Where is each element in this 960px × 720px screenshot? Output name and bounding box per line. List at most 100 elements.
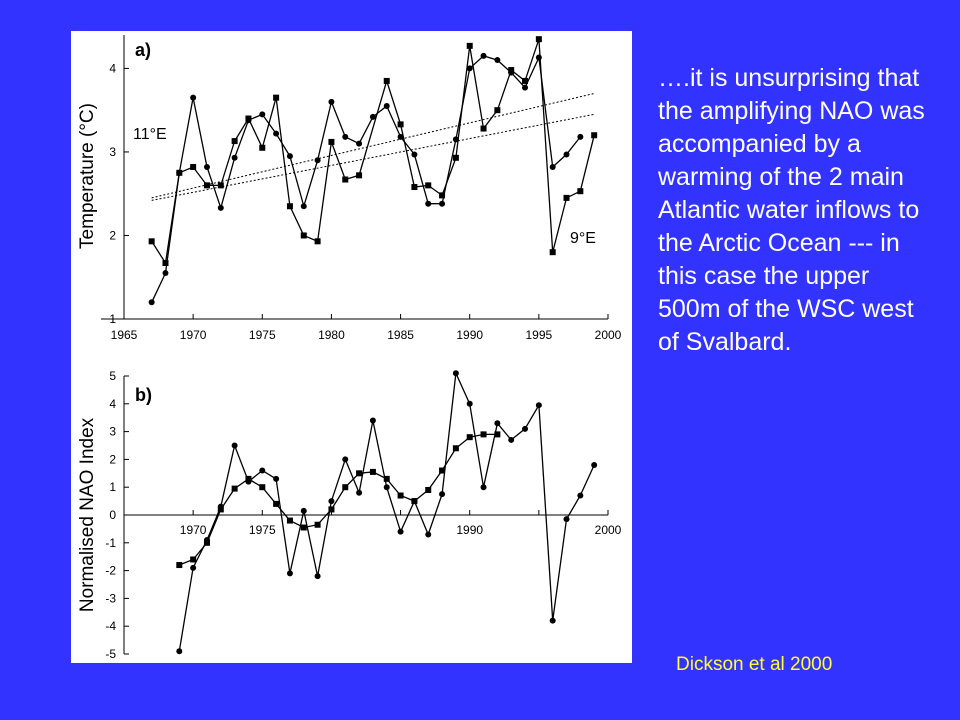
nao-point-square [259, 484, 266, 491]
data-point-9e [162, 260, 169, 267]
nao-point-square [190, 556, 197, 563]
nao-point-square [383, 475, 390, 482]
nao-point-square [273, 500, 280, 507]
chart-svg: 1965 1970 1975 1980 1985 1990 1995 2000 1 2 3 4 a) Te… [77, 35, 622, 661]
data-point-9e [383, 77, 390, 84]
data-point-9e [176, 169, 183, 176]
nao-point-circle [286, 570, 293, 577]
nao-point-circle [480, 484, 487, 491]
y-tick-label-b: 0 [109, 508, 116, 522]
data-point-9e [563, 194, 570, 201]
data-point-9e [508, 67, 515, 74]
data-point-11e [383, 103, 390, 109]
nao-point-square [328, 506, 335, 513]
nao-point-circle [356, 489, 363, 496]
data-point-11e [190, 94, 197, 101]
nao-point-square [369, 468, 376, 475]
series-line-9e [151, 38, 595, 265]
data-point-11e [425, 200, 432, 207]
nao-point-circle [231, 442, 238, 449]
x-tick-label-a: 1965 [111, 328, 138, 342]
data-point-11e [397, 133, 404, 140]
y-tick-label-b: -2 [105, 564, 116, 578]
data-point-9e [148, 238, 155, 245]
data-point-11e [535, 54, 542, 61]
x-tick-label-b: 2000 [595, 523, 622, 537]
nao-point-circle [591, 461, 598, 468]
y-axis-label-b: Normalised NAO Index [77, 417, 98, 612]
data-point-11e [452, 136, 459, 143]
data-point-9e [577, 188, 584, 195]
data-point-9e [286, 203, 293, 210]
nao-point-circle [273, 475, 280, 482]
x-tick-label-a: 1985 [387, 328, 414, 342]
x-tick-label-b: 1990 [456, 523, 483, 537]
y-tick-label-a: 2 [109, 228, 116, 242]
nao-point-square [356, 470, 363, 477]
nao-point-square [203, 539, 210, 546]
data-point-9e [549, 249, 556, 256]
nao-point-square [176, 562, 183, 569]
data-point-9e [190, 163, 197, 170]
nao-point-square [411, 498, 418, 505]
x-tick-label-b: 1975 [249, 523, 276, 537]
data-point-9e [439, 192, 446, 199]
data-point-11e [217, 204, 224, 211]
panel-label-a: a) [135, 40, 151, 60]
y-tick-label-b: 4 [109, 397, 116, 411]
data-point-11e [203, 163, 210, 170]
data-point-11e [494, 57, 501, 64]
caption-text: ….it is unsurprising that the amplifying… [658, 64, 925, 356]
nao-point-circle [176, 648, 183, 655]
trend-line [151, 92, 595, 199]
data-point-11e [563, 151, 570, 158]
nao-point-circle [508, 436, 515, 443]
data-point-9e [535, 36, 542, 43]
trend-line [151, 113, 595, 201]
nao-point-circle [439, 491, 446, 498]
data-point-9e [425, 182, 432, 189]
data-point-9e [259, 144, 266, 151]
data-point-11e [300, 203, 307, 210]
data-point-11e [148, 299, 155, 306]
nao-point-circle [383, 484, 390, 491]
nao-point-circle [397, 528, 404, 535]
y-tick-label-a: 1 [109, 312, 116, 326]
data-point-9e [314, 238, 321, 245]
nao-point-square [300, 524, 307, 531]
nao-series-line-circle [178, 370, 595, 652]
data-point-11e [369, 113, 376, 120]
series-label-11e: 11°E [133, 126, 167, 143]
data-point-9e [480, 125, 487, 132]
nao-point-circle [563, 516, 570, 523]
data-point-9e [217, 182, 224, 189]
nao-point-square [494, 431, 501, 438]
data-point-9e [397, 121, 404, 128]
data-point-11e [231, 154, 238, 161]
data-point-11e [411, 151, 418, 158]
data-point-9e [231, 138, 238, 145]
series-line-11e [151, 55, 581, 303]
nao-point-circle [328, 498, 335, 505]
y-tick-label-b: 5 [109, 369, 116, 383]
nao-point-circle [300, 507, 307, 514]
data-point-11e [466, 65, 473, 72]
data-point-9e [203, 182, 210, 189]
x-tick-label-a: 1970 [180, 328, 207, 342]
nao-point-circle [425, 531, 432, 538]
nao-point-circle [259, 467, 266, 474]
nao-series-line-square [179, 433, 498, 566]
data-point-11e [162, 270, 169, 277]
data-point-9e [342, 176, 349, 183]
y-tick-label-b: 1 [109, 480, 116, 494]
nao-point-square [397, 492, 404, 499]
x-tick-label-a: 1990 [456, 328, 483, 342]
nao-point-circle [549, 617, 556, 624]
nao-point-square [286, 517, 293, 524]
data-point-11e [356, 140, 363, 147]
nao-point-square [245, 475, 252, 482]
data-point-11e [259, 111, 266, 118]
data-point-9e [356, 172, 363, 179]
x-tick-label-a: 1980 [318, 328, 345, 342]
nao-point-circle [522, 425, 529, 432]
